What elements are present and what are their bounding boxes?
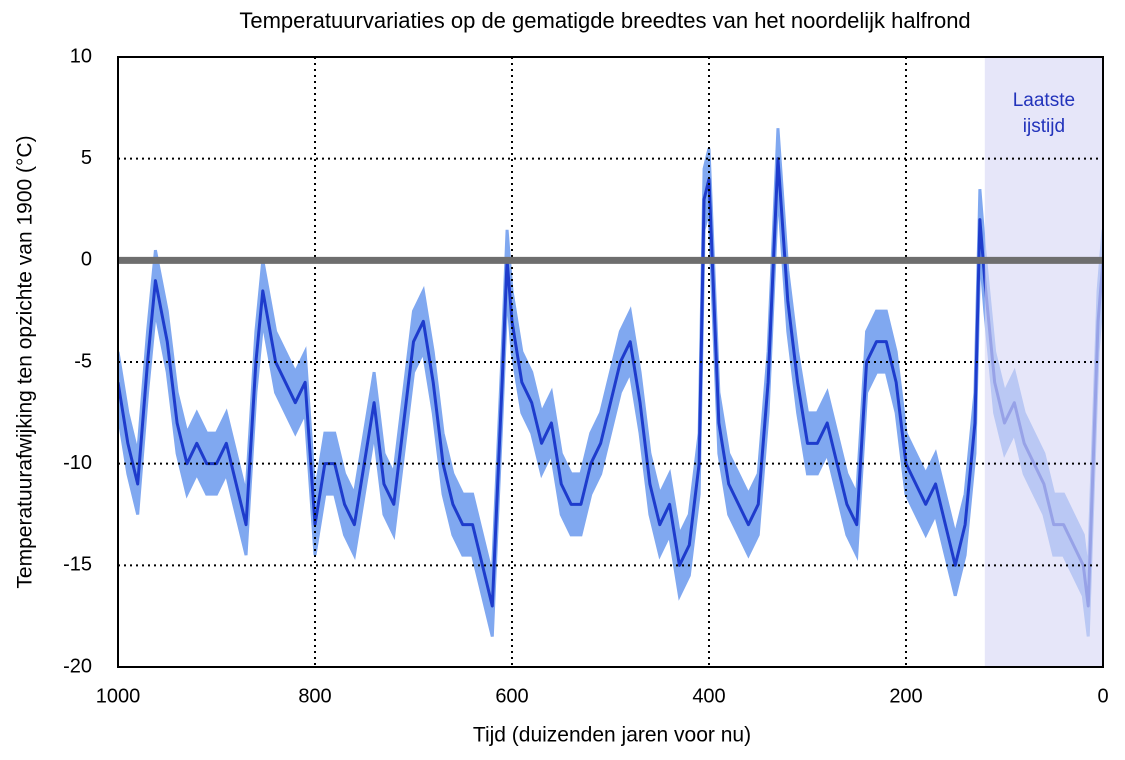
y-tick-label: -5 bbox=[74, 350, 92, 372]
x-tick-label: 400 bbox=[692, 685, 725, 707]
y-tick-label: -15 bbox=[63, 554, 92, 576]
x-tick-label: 1000 bbox=[96, 685, 141, 707]
x-tick-label: 600 bbox=[495, 685, 528, 707]
plot-area bbox=[118, 128, 1103, 637]
plot-frame bbox=[117, 56, 1104, 668]
region-label: Laatste bbox=[1013, 90, 1075, 111]
y-tick-label: 10 bbox=[70, 45, 92, 67]
y-tick-label: 0 bbox=[81, 249, 92, 271]
x-axis-label: Tijd (duizenden jaren voor nu) bbox=[473, 724, 751, 747]
x-tick-label: 0 bbox=[1097, 685, 1108, 707]
region-label: ijstijd bbox=[1023, 116, 1065, 137]
x-tick-label: 200 bbox=[889, 685, 922, 707]
y-tick-label: 5 bbox=[81, 147, 92, 169]
x-tick-label: 800 bbox=[298, 685, 331, 707]
chart-title: Temperatuurvariaties op de gematigde bre… bbox=[239, 8, 970, 33]
y-axis-label: Temperatuurafwijking ten opzichte van 19… bbox=[14, 135, 37, 588]
y-tick-label: -10 bbox=[63, 452, 92, 474]
temperature-line bbox=[118, 157, 1103, 608]
y-tick-label: -20 bbox=[63, 655, 92, 677]
